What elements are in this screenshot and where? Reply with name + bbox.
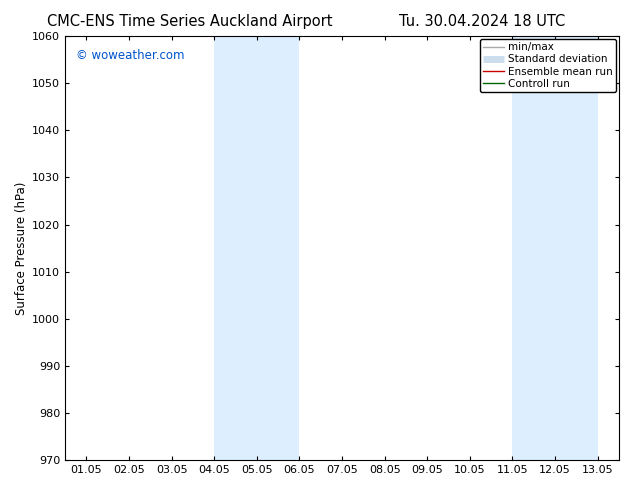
Text: CMC-ENS Time Series Auckland Airport: CMC-ENS Time Series Auckland Airport xyxy=(48,14,333,29)
Legend: min/max, Standard deviation, Ensemble mean run, Controll run: min/max, Standard deviation, Ensemble me… xyxy=(480,39,616,92)
Text: Tu. 30.04.2024 18 UTC: Tu. 30.04.2024 18 UTC xyxy=(399,14,565,29)
Bar xyxy=(214,36,299,460)
Bar xyxy=(512,36,598,460)
Y-axis label: Surface Pressure (hPa): Surface Pressure (hPa) xyxy=(15,181,28,315)
Text: © woweather.com: © woweather.com xyxy=(76,49,184,62)
